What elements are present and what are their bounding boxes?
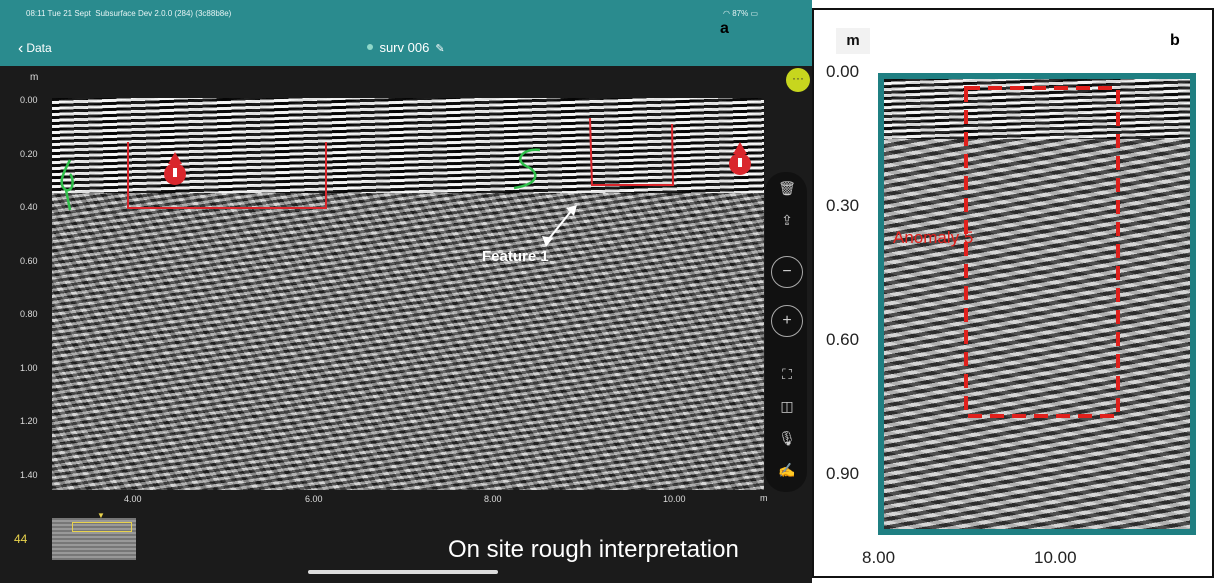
navigation-bar: ‹ Data surv 006 ✎ <box>0 30 812 66</box>
overview-window[interactable] <box>72 522 132 532</box>
split-view-icon[interactable]: ◫ <box>780 398 794 414</box>
y-tick-label: 0.90 <box>826 464 860 483</box>
overview-thumbnail[interactable] <box>52 518 136 560</box>
back-button[interactable]: ‹ Data <box>18 40 52 58</box>
interpretation-box <box>127 142 327 209</box>
wifi-icon: ◠ <box>722 9 730 18</box>
anomaly-box <box>964 86 1120 418</box>
y-tick-label: 1.00 <box>20 363 38 373</box>
trash-icon[interactable]: 🗑 <box>778 180 796 196</box>
battery-icon: ▭ <box>750 9 758 18</box>
panel-a-caption: On site rough interpretation <box>448 536 739 563</box>
freehand-mark <box>60 159 74 211</box>
interpretation-overlay <box>60 117 751 247</box>
draw-pen-icon[interactable]: ✍ <box>778 462 796 478</box>
y-tick-label: 0.00 <box>826 62 860 81</box>
edit-pencil-icon[interactable]: ✎ <box>435 43 445 55</box>
zoom-in-button[interactable]: + <box>771 305 803 337</box>
interpretation-box <box>589 117 675 186</box>
panel-b-label: b <box>1170 32 1180 49</box>
y-tick-label: 0.60 <box>20 256 38 266</box>
freehand-mark <box>513 148 541 190</box>
warning-marker-icon <box>729 142 751 175</box>
more-options-button[interactable]: ··· <box>786 68 810 92</box>
battery-level: 87% <box>732 9 749 18</box>
feature-annotation-label: Feature 1 <box>482 248 549 265</box>
y-tick-label: 0.00 <box>20 95 38 105</box>
y-tick-label: 0.30 <box>826 196 860 215</box>
y-tick-label: 0.40 <box>20 202 38 212</box>
y-tick-label: 0.80 <box>20 309 38 319</box>
y-tick-label: 0.60 <box>826 330 860 349</box>
panel-a-label: a <box>720 20 729 37</box>
home-indicator[interactable] <box>308 570 498 574</box>
anomaly-label: Anomaly 5 <box>893 228 974 247</box>
survey-title: surv 006 <box>379 40 430 55</box>
x-tick-label: 8.00 <box>862 548 896 567</box>
x-tick-label: 6.00 <box>305 494 323 504</box>
zoom-out-button[interactable]: − <box>771 256 803 288</box>
x-tick-label: 10.00 <box>663 494 686 504</box>
y-tick-label: 1.40 <box>20 470 38 480</box>
status-time: 08:11 Tue 21 Sept <box>26 9 91 18</box>
share-icon[interactable]: ⇪ <box>781 212 793 228</box>
arrow-icon <box>542 205 577 247</box>
x-axis-unit: m <box>760 493 768 503</box>
x-tick-label: 4.00 <box>124 494 142 504</box>
fit-to-screen-icon[interactable]: ⛶ <box>782 366 792 382</box>
y-axis-unit: m <box>836 28 870 54</box>
x-tick-label: 10.00 <box>1034 548 1077 567</box>
gpr-detail-radargram <box>878 73 1196 535</box>
y-tick-label: 1.20 <box>20 416 38 426</box>
overview-position-marker-icon: ▼ <box>97 511 105 520</box>
status-app-version: Subsurface Dev 2.0.0 (284) (3c88b8e) <box>95 9 232 18</box>
survey-title-area[interactable]: surv 006 ✎ <box>0 40 812 55</box>
back-button-label: Data <box>26 41 52 55</box>
status-bar: 08:11 Tue 21 Sept Subsurface Dev 2.0.0 (… <box>0 0 812 30</box>
survey-status-dot <box>367 44 374 50</box>
microphone-icon[interactable]: 🎙 <box>778 430 796 446</box>
trace-count: 44 <box>14 532 28 546</box>
y-tick-label: 0.20 <box>20 149 38 159</box>
chevron-left-icon: ‹ <box>18 40 24 57</box>
y-axis-unit: m <box>30 72 39 83</box>
x-tick-label: 8.00 <box>484 494 502 504</box>
warning-marker-icon <box>164 152 186 185</box>
